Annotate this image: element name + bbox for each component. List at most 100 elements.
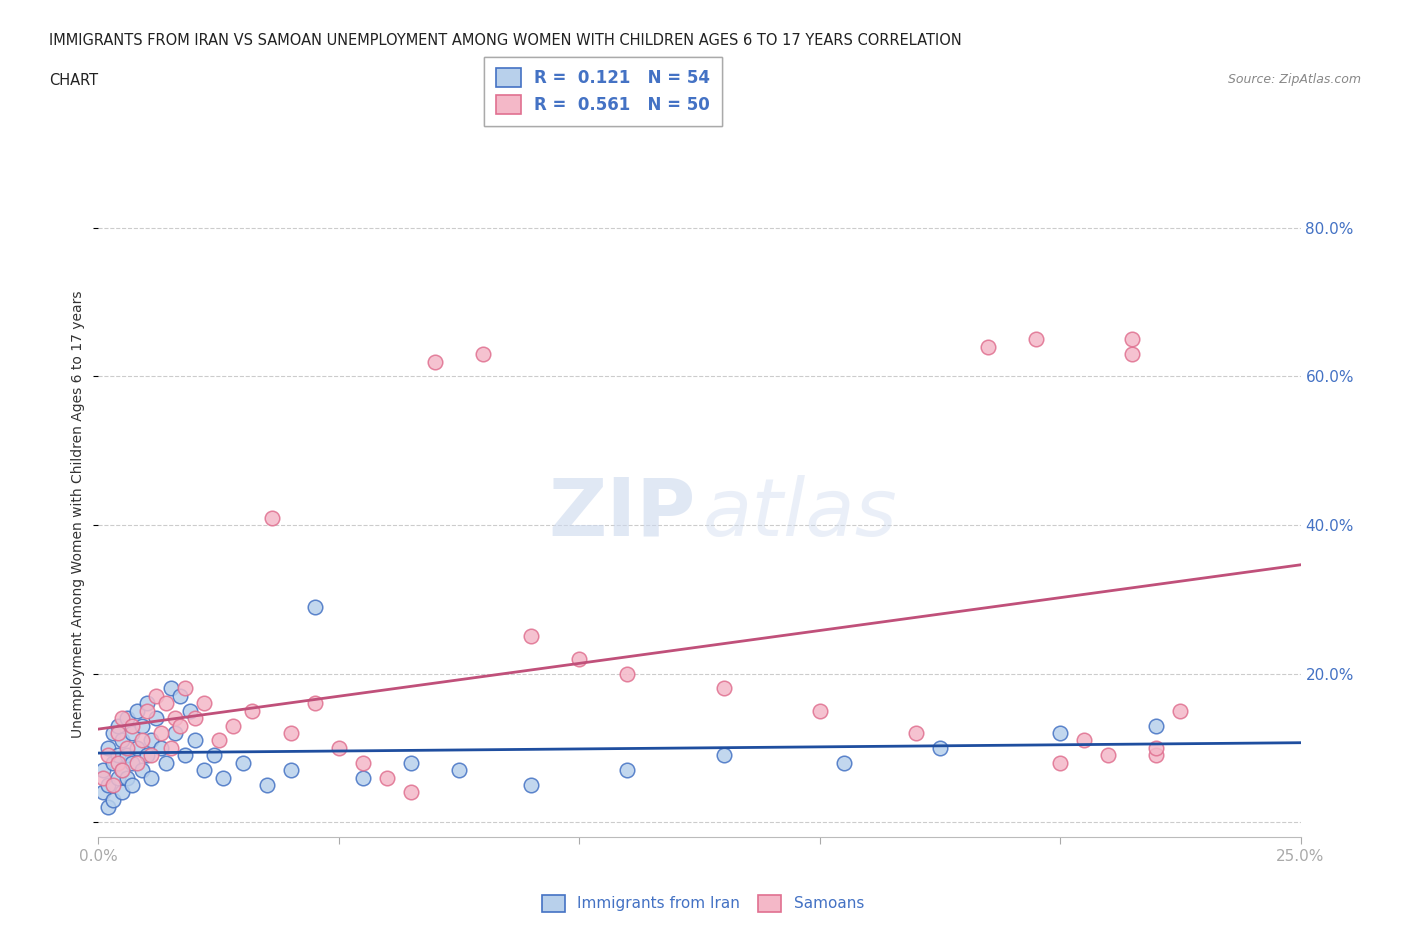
Point [97,800,120,815]
Point [91,763,114,777]
Point [1073,733,1095,748]
Point [107,718,129,733]
Point [141,770,163,785]
Point [121,718,143,733]
Point [472,347,495,362]
Point [145,688,167,703]
Point [928,740,950,755]
Point [280,725,302,740]
Point [208,733,231,748]
Point [1049,755,1071,770]
Point [520,777,543,792]
Point [117,740,139,755]
Point [616,763,638,777]
Point [183,711,205,725]
Point [125,703,148,718]
Point [107,748,129,763]
Point [352,755,374,770]
Point [375,770,398,785]
Point [1144,740,1167,755]
Point [107,725,129,740]
Point [97,740,120,755]
Point [101,792,124,807]
Point [713,748,735,763]
Point [165,711,187,725]
Point [149,725,172,740]
Point [240,703,263,718]
Point [399,755,422,770]
Point [328,740,350,755]
Point [169,688,191,703]
Point [145,711,167,725]
Point [616,666,638,681]
Point [1025,332,1047,347]
Point [1144,748,1167,763]
Point [155,755,177,770]
Point [256,777,278,792]
Point [1097,748,1119,763]
Point [179,703,201,718]
Point [101,755,124,770]
Point [159,740,181,755]
Y-axis label: Unemployment Among Women with Children Ages 6 to 17 years: Unemployment Among Women with Children A… [72,290,86,737]
Point [107,770,129,785]
Point [111,785,134,800]
Point [222,718,245,733]
Point [131,718,153,733]
Point [977,339,1000,354]
Point [111,733,134,748]
Point [904,725,927,740]
Legend: Immigrants from Iran, Samoans: Immigrants from Iran, Samoans [536,889,870,918]
Point [212,770,235,785]
Point [423,354,446,369]
Text: ZIP: ZIP [548,475,696,552]
Point [155,696,177,711]
Point [135,748,157,763]
Point [101,777,124,792]
Point [169,718,191,733]
Point [149,740,172,755]
Point [304,696,326,711]
Point [117,770,139,785]
Point [131,763,153,777]
Point [135,703,157,718]
Point [174,748,197,763]
Point [352,770,374,785]
Point [1144,718,1167,733]
Point [232,755,254,770]
Point [121,725,143,740]
Point [183,733,205,748]
Point [159,681,181,696]
Point [808,703,831,718]
Point [174,681,197,696]
Point [447,763,470,777]
Legend: R =  0.121   N = 54, R =  0.561   N = 50: R = 0.121 N = 54, R = 0.561 N = 50 [485,57,723,126]
Point [117,748,139,763]
Point [399,785,422,800]
Point [304,599,326,614]
Point [125,740,148,755]
Point [111,763,134,777]
Point [141,748,163,763]
Point [141,733,163,748]
Text: IMMIGRANTS FROM IRAN VS SAMOAN UNEMPLOYMENT AMONG WOMEN WITH CHILDREN AGES 6 TO : IMMIGRANTS FROM IRAN VS SAMOAN UNEMPLOYM… [49,33,962,47]
Point [91,770,114,785]
Point [1049,725,1071,740]
Point [568,651,591,666]
Point [125,755,148,770]
Point [107,755,129,770]
Point [135,696,157,711]
Point [260,510,283,525]
Point [101,725,124,740]
Point [1121,347,1143,362]
Point [202,748,225,763]
Point [111,711,134,725]
Point [193,696,215,711]
Point [131,733,153,748]
Point [117,711,139,725]
Point [91,785,114,800]
Point [165,725,187,740]
Point [832,755,855,770]
Point [121,755,143,770]
Text: atlas: atlas [703,475,898,552]
